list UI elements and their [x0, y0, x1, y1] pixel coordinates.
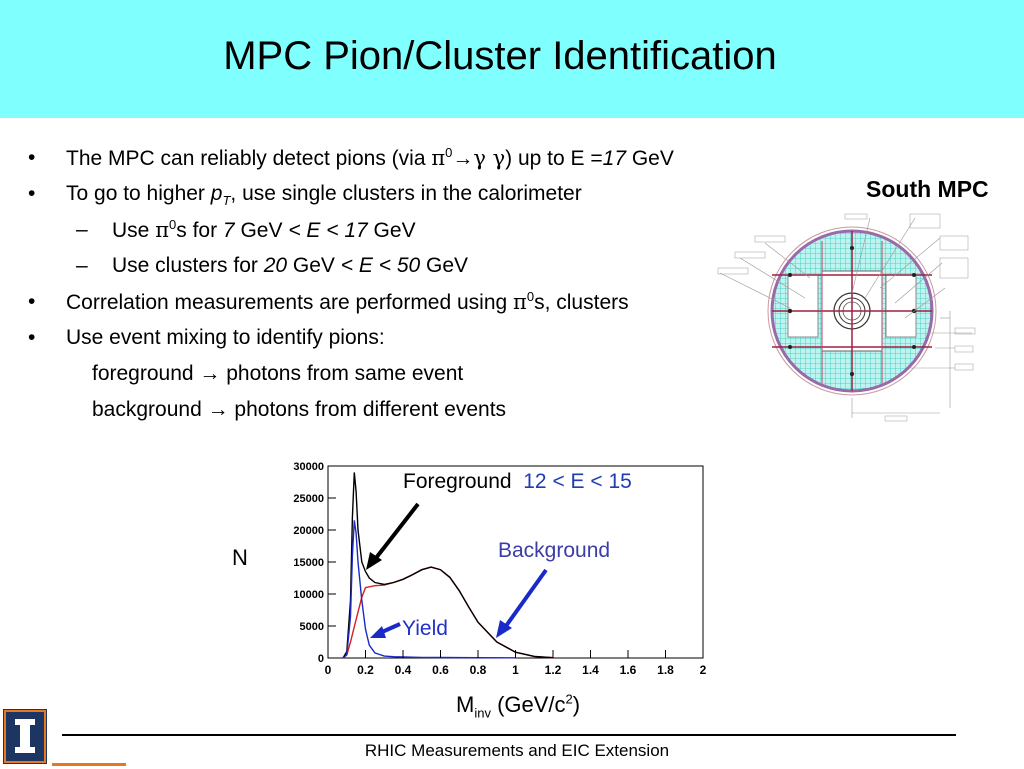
y-tick-label: 0	[318, 653, 324, 665]
dash-marker: –	[76, 218, 88, 241]
bullet-list: • The MPC can reliably detect pions (via…	[28, 140, 768, 428]
yield-label: Yield	[402, 617, 448, 640]
bullet-item: • Correlation measurements are performed…	[28, 284, 768, 320]
bullet-marker: •	[28, 326, 36, 349]
bullet-item: • To go to higher pT, use single cluster…	[28, 176, 768, 212]
arrow-icon: →	[207, 398, 229, 421]
footer-divider	[62, 734, 956, 736]
y-tick-label: 5000	[300, 621, 324, 633]
bullet-marker: •	[28, 146, 36, 169]
series-line-foreground	[342, 472, 554, 659]
y-axis-label: N	[232, 545, 248, 570]
series-line-background	[342, 566, 554, 659]
y-tick-label: 15000	[293, 557, 324, 569]
x-tick-label: 0.8	[470, 663, 487, 677]
sub-bullet-item: – Use π0s for 7 GeV < E < 17 GeV	[28, 212, 768, 248]
detector-drawing	[717, 213, 976, 422]
detector-label: South MPC	[866, 176, 989, 202]
x-tick-label: 1.8	[657, 663, 674, 677]
x-tick-label: 0.6	[432, 663, 449, 677]
series-line-yield	[342, 520, 516, 659]
background-arrowhead-icon	[496, 620, 512, 638]
bullet-marker: •	[28, 290, 36, 313]
yield-arrowhead-icon	[370, 626, 386, 638]
sub-bullet-item: – Use clusters for 20 GeV < E < 50 GeV	[28, 248, 768, 284]
y-tick-label: 20000	[293, 525, 324, 537]
foreground-arrow-icon	[374, 502, 420, 560]
x-tick-label: 0.4	[395, 663, 412, 677]
annotation-arrows	[366, 502, 548, 638]
footer-text: RHIC Measurements and EIC Extension	[364, 741, 670, 760]
plot-series	[342, 472, 554, 659]
bullet-marker: •	[28, 182, 36, 205]
university-logo	[3, 709, 47, 764]
title-bar	[0, 0, 1024, 118]
background-label: Background	[498, 539, 611, 562]
dash-marker: –	[76, 254, 88, 277]
slide-title: MPC Pion/Cluster Identification	[223, 34, 777, 78]
energy-range-label: 12 < E < 15	[523, 470, 632, 493]
arrow-icon: →	[199, 362, 221, 385]
y-tick-label: 30000	[293, 461, 324, 473]
indented-line: foreground → photons from same event	[92, 362, 464, 385]
x-tick-label: 1	[512, 663, 519, 677]
x-tick-label: 0.2	[357, 663, 374, 677]
x-tick-label: 1.4	[582, 663, 599, 677]
x-axis-label: Minv (GeV/c2)	[456, 691, 581, 721]
x-tick-label: 1.2	[545, 663, 562, 677]
y-tick-label: 25000	[293, 493, 324, 505]
foreground-label: Foreground 12 < E < 15	[403, 470, 632, 493]
arrow-icon: →	[452, 147, 474, 170]
yield-arrow-icon	[381, 622, 401, 634]
plot-ticks: 30000 25000 20000 15000 10000 5000 00 0.2 0.4 0.6…	[293, 461, 706, 677]
x-tick-label: 2	[700, 663, 707, 677]
invariant-mass-plot: 30000 25000 20000 15000 10000 5000 00 0.2 0.4 0.6…	[293, 461, 706, 677]
logo-accent-bar	[52, 763, 126, 766]
foreground-arrowhead-icon	[366, 552, 382, 570]
y-tick-label: 10000	[293, 589, 324, 601]
x-tick-label: 1.6	[620, 663, 637, 677]
indented-line: background → photons from different even…	[92, 398, 507, 421]
bullet-item: • The MPC can reliably detect pions (via…	[28, 140, 768, 176]
background-arrow-icon	[504, 568, 548, 628]
bullet-item: • Use event mixing to identify pions:	[28, 320, 768, 356]
illinois-logo-icon	[3, 709, 47, 764]
x-tick-label: 0	[325, 663, 332, 677]
